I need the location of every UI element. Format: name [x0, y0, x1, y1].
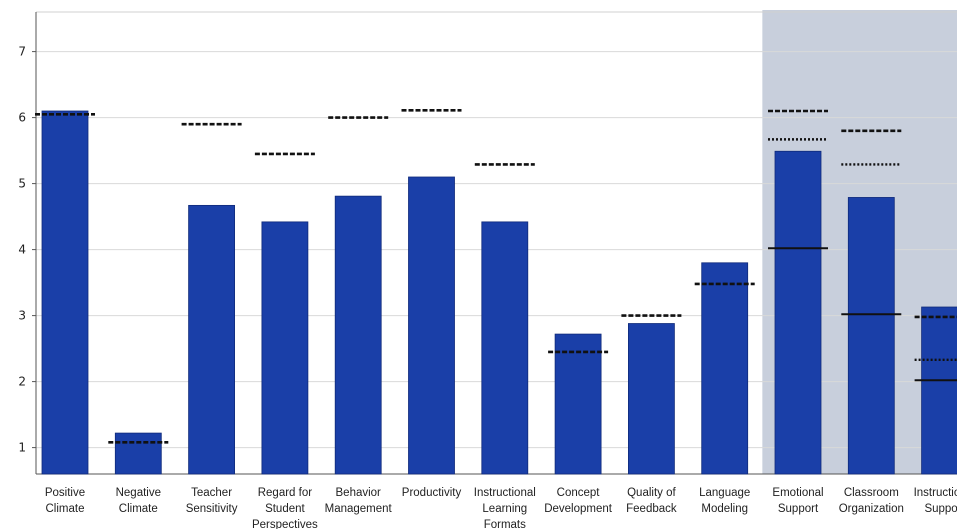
y-tick-label-2: 2 [18, 375, 26, 389]
bar-instructional-support [921, 306, 957, 475]
x-label-instructional-learning-formats: Instructional Learning Formats [474, 487, 536, 529]
y-tick-label-5: 5 [18, 177, 26, 191]
y-tick-label-3: 3 [18, 309, 26, 323]
x-label-teacher-sensitivity: Teacher Sensitivity [186, 487, 238, 515]
x-label-productivity: Productivity [402, 487, 462, 499]
bars [41, 110, 957, 475]
bar-teacher-sensitivity [188, 204, 236, 475]
bar-negative-climate [114, 432, 162, 475]
x-label-concept-development: Concept Development [544, 487, 613, 515]
x-label-negative-climate: Negative Climate [116, 487, 161, 515]
x-label-instructional-support: InstructionalSupport [914, 487, 957, 515]
bar-concept-development [554, 333, 602, 475]
x-label-regard-for-student-perspectives: Regard for Student Perspectives [252, 487, 318, 529]
bar-language-modeling [701, 262, 749, 475]
bar-regard-for-student-perspectives [261, 221, 309, 475]
y-tick-label-6: 6 [18, 111, 26, 125]
y-tick-label-1: 1 [18, 441, 26, 455]
bar-behavior-management [334, 195, 382, 475]
bar-productivity [408, 176, 455, 475]
y-tick-label-4: 4 [18, 243, 26, 257]
bar-quality-of-feedback [628, 323, 675, 475]
x-label-quality-of-feedback: Quality of Feedback [626, 487, 677, 515]
bar-instructional-learning-formats [481, 221, 529, 475]
bar-classroom-organization [847, 197, 895, 475]
y-tick-label-7: 7 [18, 45, 26, 59]
x-label-classroom-organization: Classroom Organization [839, 487, 904, 515]
x-label-emotional-support: Emotional Support [772, 487, 823, 515]
x-label-language-modeling: Language Modeling [699, 487, 750, 515]
x-label-positive-climate: Positive Climate [45, 487, 85, 515]
bar-positive-climate [41, 110, 89, 475]
bar-emotional-support [774, 150, 822, 475]
reference-lines [35, 109, 957, 444]
category-labels: Positive Climate Negative Climate Teacher Sen… [45, 487, 957, 529]
x-label-behavior-management: Behavior Management [325, 487, 393, 515]
